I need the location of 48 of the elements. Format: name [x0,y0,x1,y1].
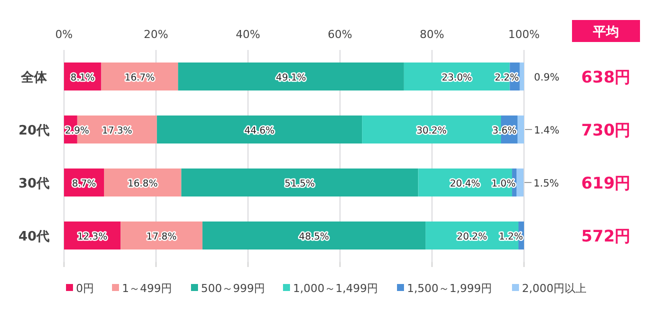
text: 20.4% [450,178,480,190]
x-tick-label: 100% [508,28,540,41]
legend-label: 1～499円 [122,282,172,295]
text: 17.3% [102,126,132,136]
text: 730円 [581,120,631,140]
text: 51.5% [284,178,315,190]
text: 17.8% [146,232,177,242]
legend-label: 1,500～1,999円 [407,282,492,295]
y-tick-label: 40代 [18,230,50,244]
text: 3.6% [492,126,517,136]
text: 8.1% [70,72,95,84]
text: 8.7% [72,178,96,190]
text: 16.7% [124,72,155,84]
y-tick-label: 20代 [18,124,50,138]
text: 572円 [581,226,631,246]
text: 2.9% [65,126,90,136]
text: 48.5% [298,232,330,242]
bar [516,168,524,196]
text: 16.8% [128,178,158,190]
bar [178,62,404,90]
x-tick-label: 60% [328,28,352,41]
bar [156,116,362,144]
text: 1.0% [492,178,516,190]
legend-label: 0円 [76,282,94,295]
x-tick-label: 80% [420,28,444,41]
y-tick-label: 30代 [18,176,50,192]
bar [181,168,418,196]
text: 20.2% [456,232,488,242]
text: 49.1% [276,72,306,84]
x-tick-label: 40% [236,28,260,41]
text: 638円 [581,68,631,86]
y-tick-label: 全体 [20,70,48,86]
legend-label: 2,000円以上 [522,282,586,295]
bar [202,222,426,250]
x-tick-label: 20% [144,28,168,41]
bar [518,116,524,144]
text: 1.2% [498,232,523,242]
legend-label: 500～999円 [201,282,265,295]
text: 23.0% [442,72,472,84]
legend-label: 1,000～1,499円 [293,282,378,295]
text: 30.2% [416,126,447,136]
text: 2.2% [494,72,519,84]
text: 平均 [592,25,619,40]
bar [520,62,524,90]
x-tick-label: 0% [55,28,73,41]
text: 12.3% [77,232,108,242]
text: 44.6% [244,126,275,136]
text: 619円 [581,174,631,192]
